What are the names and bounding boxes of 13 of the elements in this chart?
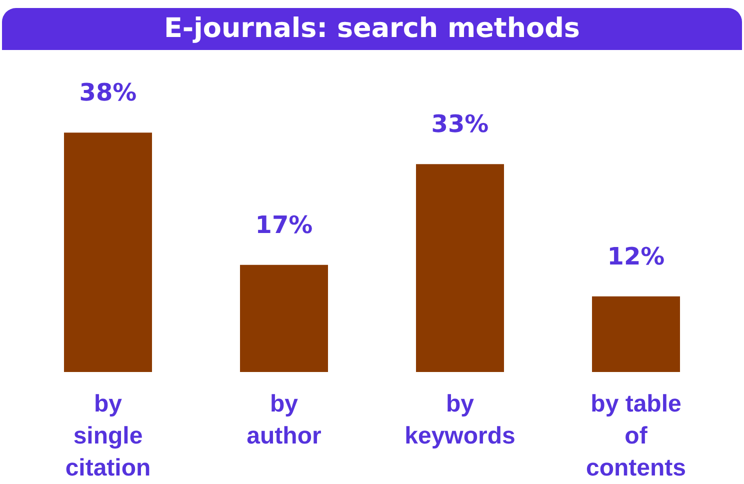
data-label: 38% — [79, 78, 137, 107]
bar — [240, 264, 328, 372]
data-label: 12% — [607, 242, 665, 270]
x-tick-label: by author — [246, 390, 322, 450]
x-tick-label: by single citation — [65, 390, 151, 482]
bar — [64, 132, 152, 372]
bar — [592, 296, 680, 372]
bar — [416, 164, 504, 372]
chart-title: E-journals: search methods — [2, 8, 742, 50]
x-tick-label: by keywords — [404, 390, 516, 450]
x-tick-label: by table of contents — [586, 390, 686, 482]
data-label: 17% — [255, 210, 313, 239]
data-label: 33% — [431, 110, 489, 138]
